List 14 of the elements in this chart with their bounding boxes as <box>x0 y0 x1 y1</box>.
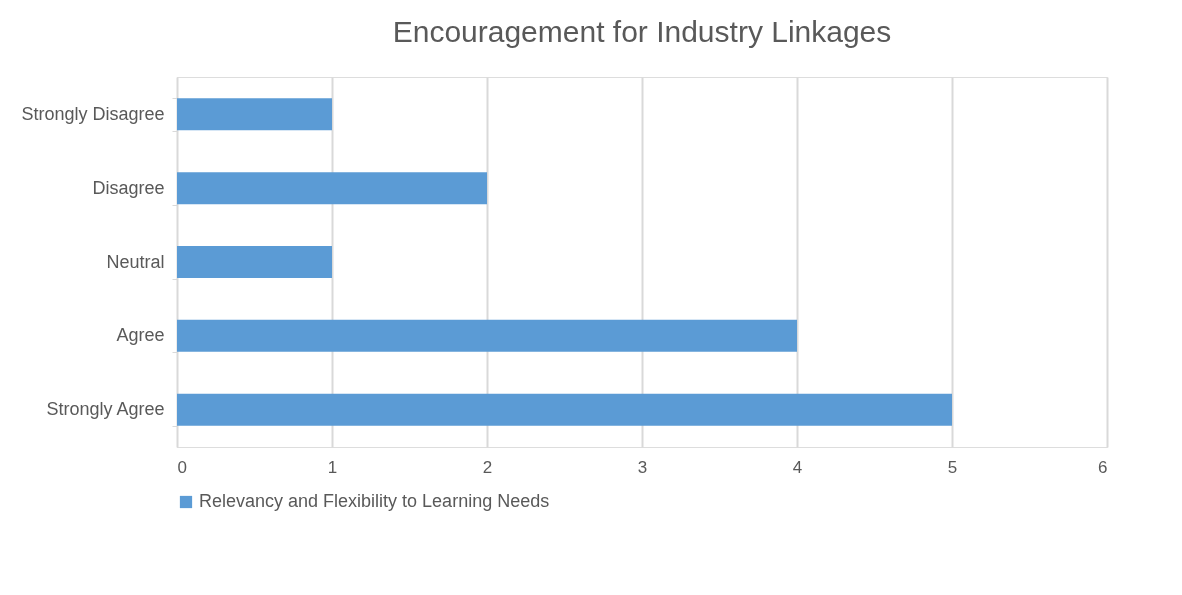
x-tick-label: 4 <box>792 457 803 477</box>
y-tick-label: Strongly Disagree <box>21 103 165 124</box>
x-tick-label: 3 <box>637 457 648 477</box>
y-tick-label: Agree <box>116 325 165 346</box>
y-tick-label: Disagree <box>92 177 165 198</box>
legend-label: Relevancy and Flexibility to Learning Needs <box>199 491 550 511</box>
x-tick-label: 2 <box>482 457 493 477</box>
x-tick-label: 6 <box>1098 457 1108 477</box>
y-tick-label: Strongly Agree <box>46 399 165 420</box>
x-tick-label: 1 <box>327 457 338 477</box>
y-tick-label: Neutral <box>106 251 165 272</box>
x-tick-label: 5 <box>947 457 958 477</box>
x-tick-label: 0 <box>177 457 187 477</box>
chart-title: Encouragement for Industry Linkages <box>392 15 892 48</box>
